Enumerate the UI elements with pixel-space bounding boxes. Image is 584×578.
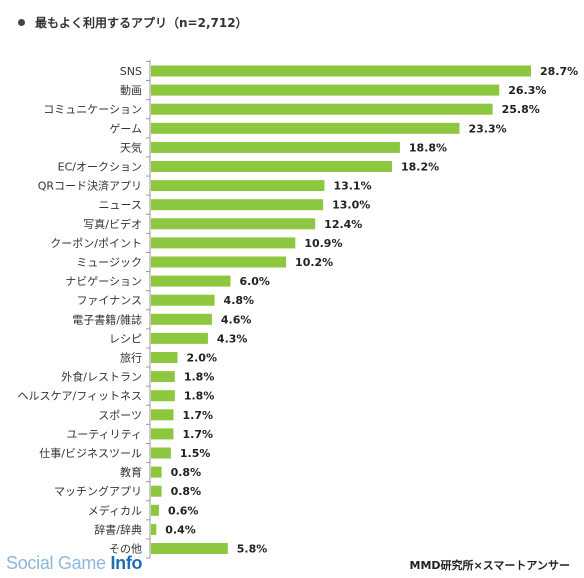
bar [151,84,500,96]
value-label: 0.6% [168,504,199,517]
value-label: 4.3% [217,332,248,345]
bar [151,103,493,115]
value-label: 23.3% [469,122,507,135]
bar [151,275,231,287]
bar [151,141,400,153]
value-label: 13.0% [332,199,370,212]
value-label: 13.1% [333,180,371,193]
chart-header: 最もよく利用するアプリ（n=2,712） [18,12,248,32]
category-label: ヘルスケア/フィットネス [18,390,143,403]
value-label: 25.8% [502,103,540,116]
bar [151,122,460,134]
value-label: 5.8% [237,543,268,556]
value-label: 18.2% [401,161,439,174]
category-label: 天気 [120,140,142,154]
value-label: 6.0% [239,275,270,288]
category-label: 動画 [120,83,142,97]
bar [151,409,174,421]
bar [151,180,325,192]
category-label: SNS [120,65,142,78]
bar [151,161,392,172]
category-label: ゲーム [109,122,142,135]
value-label: 0.8% [171,466,202,479]
bar [151,237,296,249]
category-label: 電子書籍/雑誌 [72,312,142,326]
value-label: 2.0% [186,352,217,365]
category-label: スポーツ [98,409,142,422]
category-label: マッチングアプリ [54,484,142,498]
chart-title: 最もよく利用するアプリ（n=2,712） [35,15,248,30]
category-label: QRコード決済アプリ [38,179,142,193]
bar [151,352,178,363]
category-label: コミュニケーション [43,103,142,116]
value-label: 28.7% [540,65,578,78]
bar [151,447,171,459]
category-label: レシピ [109,332,142,345]
bar [151,485,162,497]
watermark-prefix: Social Game [6,553,111,573]
category-label: 仕事/ビジネスツール [39,447,142,460]
category-label: ファイナンス [76,294,142,307]
category-label: 辞書/辞典 [94,522,142,536]
category-label: ユーティリティ [66,428,142,441]
category-label: 旅行 [120,351,142,365]
value-label: 10.2% [295,256,333,269]
value-label: 1.7% [183,428,214,441]
bar [151,504,159,516]
category-label: 外食/レストラン [61,370,142,384]
value-label: 4.8% [224,294,255,307]
bar [151,218,316,230]
value-label: 12.4% [324,218,362,231]
bar [151,543,228,554]
category-label: その他 [109,543,142,556]
category-label: ナビゲーション [65,275,142,288]
value-label: 18.8% [409,141,447,154]
bar [151,390,175,402]
source-credit: MMD研究所×スマートアンサー [409,559,570,572]
value-label: 1.7% [183,409,214,422]
value-label: 1.8% [184,371,215,384]
value-label: 4.6% [221,313,252,326]
bar [151,523,157,535]
value-label: 0.8% [171,485,202,498]
bar [151,466,162,478]
value-label: 1.8% [184,390,215,403]
value-label: 10.9% [304,237,342,250]
bar [151,65,531,77]
category-label: クーポン/ポイント [50,237,142,250]
watermark-suffix: Info [110,553,143,573]
category-label: ミュージック [76,256,142,269]
category-label: メディカル [88,503,142,517]
value-label: 0.4% [165,523,196,536]
category-label: 写真/ビデオ [83,217,142,231]
watermark-logo: Social Game Info [6,553,143,574]
bar [151,371,175,383]
category-label: 教育 [120,465,142,479]
bullet-icon [18,18,25,26]
bar [151,256,287,268]
bar [151,332,208,344]
bar [151,313,212,325]
bar [151,199,324,211]
value-label: 26.3% [508,84,546,97]
value-label: 1.5% [180,447,211,460]
bar [151,428,174,440]
bar [151,294,215,306]
category-label: EC/オークション [58,161,142,174]
category-label: ニュース [99,199,142,212]
